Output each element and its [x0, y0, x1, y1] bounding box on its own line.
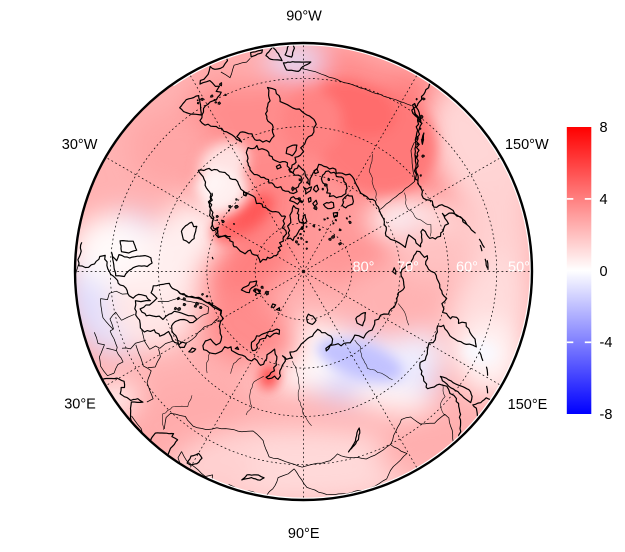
svg-text:8: 8 [600, 120, 608, 136]
svg-text:30°E: 30°E [64, 397, 96, 413]
svg-text:-4: -4 [600, 335, 613, 351]
svg-text:30°W: 30°W [62, 137, 98, 153]
svg-text:0: 0 [600, 264, 608, 280]
svg-text:4: 4 [600, 192, 608, 208]
svg-text:90°W: 90°W [286, 8, 322, 24]
svg-text:90°E: 90°E [288, 526, 320, 542]
svg-text:150°W: 150°W [505, 137, 549, 153]
svg-text:60°: 60° [456, 260, 478, 276]
svg-text:70°: 70° [397, 260, 419, 276]
svg-text:80°: 80° [353, 260, 375, 276]
svg-text:150°E: 150°E [508, 397, 548, 413]
svg-text:50°: 50° [508, 260, 530, 276]
svg-text:-8: -8 [600, 407, 613, 423]
